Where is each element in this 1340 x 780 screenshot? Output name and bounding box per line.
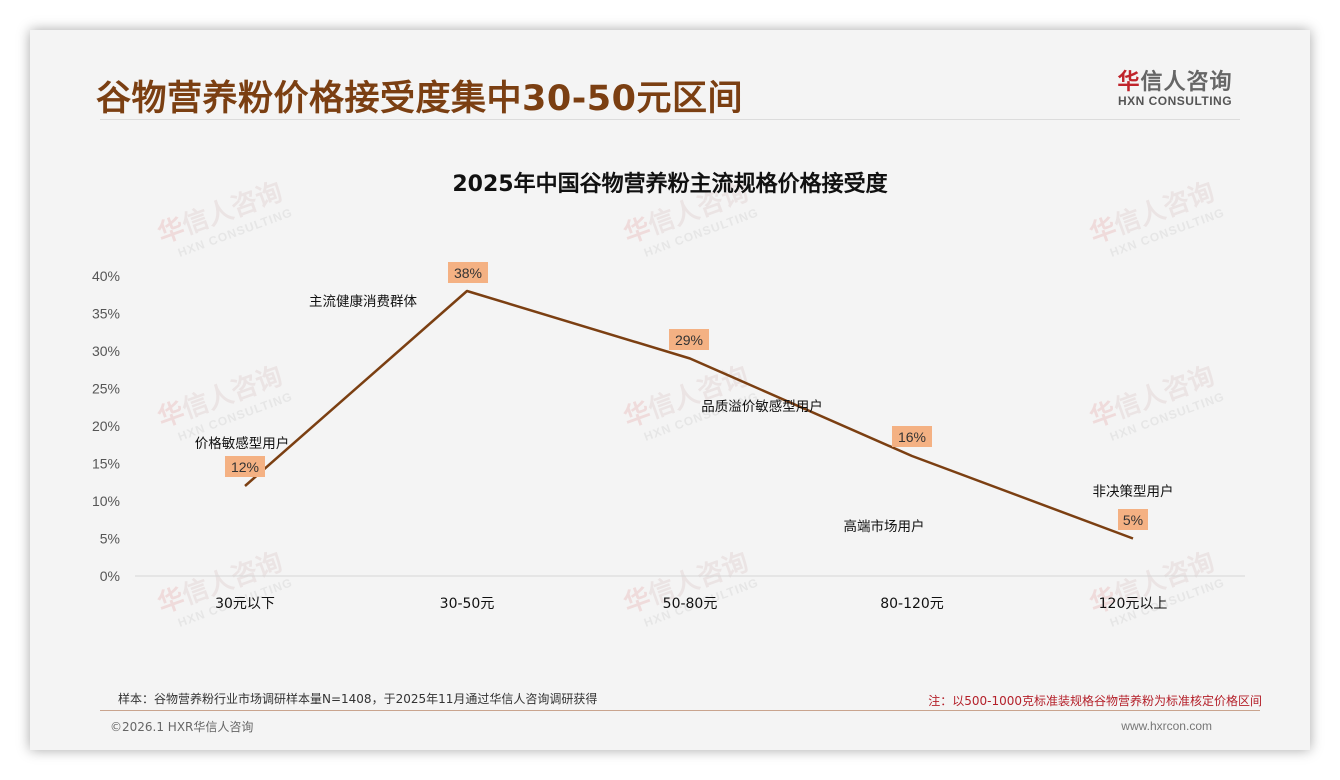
y-tick-label: 40% — [92, 268, 120, 284]
website-link[interactable]: www.hxrcon.com — [1121, 719, 1212, 733]
title-divider — [100, 119, 1240, 120]
footer-divider — [100, 710, 1260, 711]
data-label: 5% — [1123, 512, 1143, 528]
data-label-bg — [669, 329, 709, 350]
data-label: 12% — [231, 459, 259, 475]
segment-annotation: 高端市场用户 — [844, 518, 925, 535]
data-label-bg — [448, 262, 488, 283]
x-tick-label: 50-80元 — [663, 596, 718, 612]
page-title: 谷物营养粉价格接受度集中30-50元区间 — [96, 79, 743, 119]
segment-annotation: 品质溢价敏感型用户 — [701, 398, 823, 415]
y-tick-label: 10% — [92, 493, 120, 509]
segment-annotation: 主流健康消费群体 — [309, 293, 417, 310]
logo-en: HXN CONSULTING — [1117, 94, 1233, 108]
y-tick-label: 30% — [92, 343, 120, 359]
logo-hua: 华 — [1117, 70, 1141, 95]
chart-title: 2025年中国谷物营养粉主流规格价格接受度 — [452, 172, 888, 197]
data-label: 16% — [898, 429, 926, 445]
data-label-bg — [225, 456, 265, 477]
x-tick-label: 80-120元 — [880, 596, 944, 612]
segment-annotation: 非决策型用户 — [1093, 483, 1174, 500]
brand-logo: 华信人咨询 HXN CONSULTING — [1110, 64, 1240, 108]
x-tick-label: 30元以下 — [215, 596, 275, 612]
segment-annotation: 价格敏感型用户 — [195, 435, 290, 452]
y-tick-label: 20% — [92, 418, 120, 434]
data-label-bg — [892, 426, 932, 447]
logo-rest: 信人咨询 — [1140, 70, 1233, 95]
line-chart: 0% 5% 10% 15% 20% 25% 30% 35% 40% 30元以下 30-50元 50-8… — [92, 262, 1245, 612]
data-line — [244, 289, 1134, 540]
x-tick-label: 120元以上 — [1099, 596, 1168, 612]
price-note: 注：以500-1000克标准装规格谷物营养粉为标准核定价格区间 — [928, 694, 1262, 708]
data-label-bg — [1118, 509, 1148, 530]
sample-note: 样本：谷物营养粉行业市场调研样本量N=1408，于2025年11月通过华信人咨询… — [118, 692, 598, 706]
y-tick-label: 35% — [92, 306, 120, 322]
y-tick-label: 5% — [100, 531, 120, 547]
y-tick-label: 15% — [92, 456, 120, 472]
x-tick-label: 30-50元 — [440, 596, 495, 612]
data-label: 38% — [454, 265, 482, 281]
y-tick-label: 0% — [100, 568, 120, 584]
y-tick-label: 25% — [92, 381, 120, 397]
slide: 谷物营养粉价格接受度集中30-50元区间 华信人咨询 HXN CONSULTIN… — [30, 30, 1310, 750]
logo-cn: 华信人咨询 — [1110, 64, 1240, 96]
data-label: 29% — [675, 332, 703, 348]
copyright: ©2026.1 HXR华信人咨询 — [110, 720, 254, 734]
